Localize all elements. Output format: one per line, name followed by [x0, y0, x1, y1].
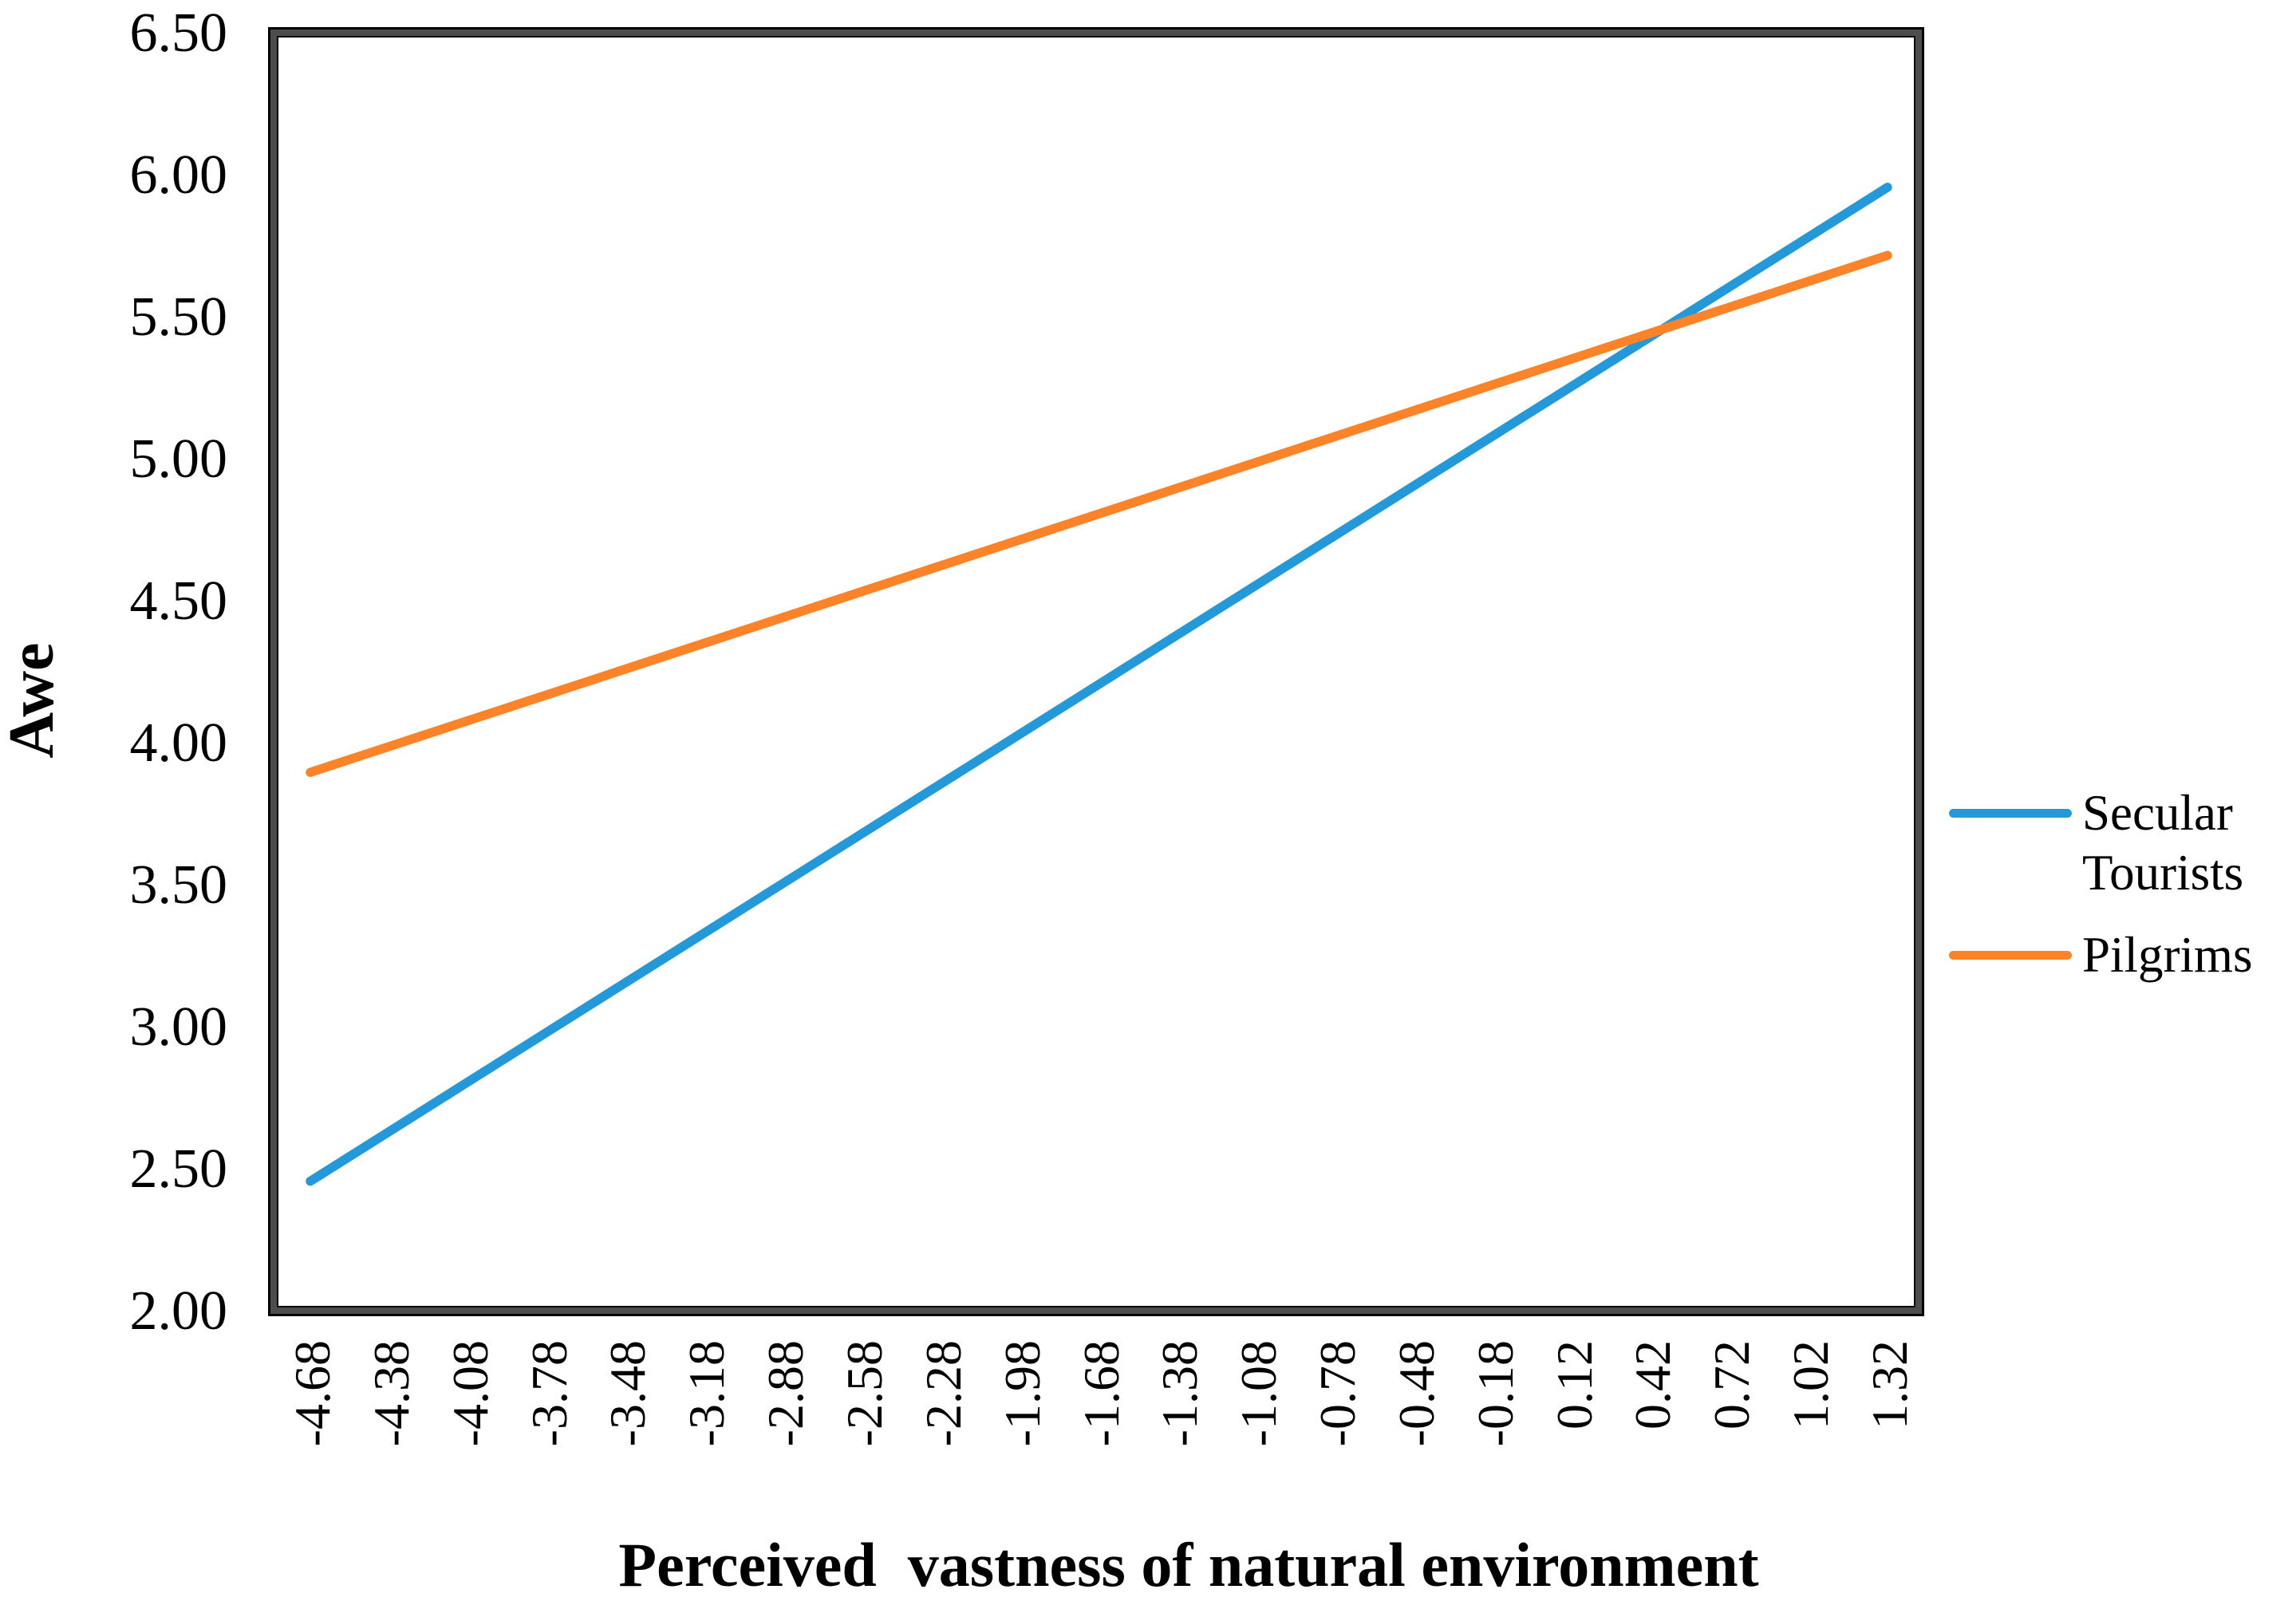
x-tick-label: -1.68 [1072, 1340, 1130, 1447]
x-axis-title: Perceived vastness of natural environmen… [618, 1530, 1759, 1599]
x-tick-label: -0.48 [1387, 1340, 1445, 1447]
x-tick-label: 0.72 [1703, 1340, 1761, 1430]
secular-tourists-line-marker-icon [1949, 809, 2072, 818]
x-tick-label: -4.38 [362, 1340, 420, 1447]
series-line-secular-tourists [306, 183, 1892, 1186]
legend-label-secular-tourists: Secular Tourists [2082, 785, 2244, 901]
x-tick-label: -0.78 [1309, 1340, 1367, 1447]
x-tick-label: -1.08 [1230, 1340, 1288, 1447]
x-tick-label: -1.98 [993, 1340, 1051, 1447]
x-tick-label: -4.08 [441, 1340, 499, 1447]
y-tick-label: 3.00 [129, 996, 228, 1058]
y-tick-label: 2.00 [129, 1280, 228, 1342]
x-tick-label: -3.18 [678, 1340, 736, 1447]
y-tick-label: 4.00 [129, 712, 228, 774]
x-tick-label: -1.38 [1151, 1340, 1209, 1447]
x-tick-label: -0.18 [1466, 1340, 1524, 1447]
x-tick-label: -3.78 [520, 1340, 578, 1447]
series-line-pilgrims [306, 250, 1892, 777]
x-tick-label: 1.02 [1782, 1340, 1840, 1430]
y-tick-label: 2.50 [129, 1138, 228, 1200]
x-tick-label: -3.48 [599, 1340, 657, 1447]
x-tick-label: -2.58 [835, 1340, 893, 1447]
x-tick-label: 1.32 [1861, 1340, 1918, 1430]
plot-svg [306, 183, 1892, 1186]
x-tick-label: -2.28 [914, 1340, 972, 1447]
x-tick-label: 0.42 [1624, 1340, 1682, 1430]
x-tick-label: 0.12 [1545, 1340, 1603, 1430]
y-tick-label: 5.00 [129, 428, 228, 490]
legend-label-pilgrims: Pilgrims [2082, 927, 2253, 983]
legend-entry-pilgrims: Pilgrims [1949, 925, 2286, 985]
y-tick-label: 5.50 [129, 286, 228, 348]
y-tick-label: 6.00 [129, 144, 228, 206]
pilgrims-line-marker-icon [1949, 951, 2072, 960]
x-tick-label: -4.68 [284, 1340, 341, 1447]
plot-area [270, 30, 1922, 1314]
legend-entry-secular-tourists: Secular Tourists [1949, 783, 2286, 903]
y-tick-label: 6.50 [129, 2, 228, 64]
x-tick-label: -2.88 [757, 1340, 815, 1447]
y-tick-label: 3.50 [129, 854, 228, 916]
y-tick-label: 4.50 [129, 570, 228, 632]
